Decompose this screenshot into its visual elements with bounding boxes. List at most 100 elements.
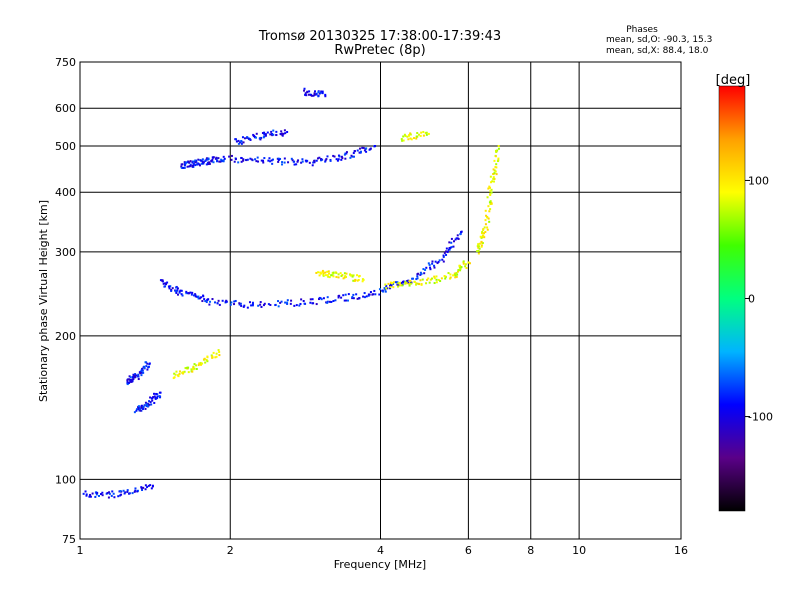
data-point	[129, 380, 132, 383]
data-point	[312, 94, 315, 97]
data-point	[266, 131, 269, 134]
data-point	[268, 157, 271, 160]
data-point	[153, 401, 156, 404]
data-point	[340, 274, 343, 277]
data-point	[135, 374, 138, 377]
data-point	[154, 397, 157, 400]
data-point	[326, 270, 329, 273]
data-point	[159, 391, 162, 394]
data-point	[387, 282, 390, 285]
data-point	[483, 226, 486, 229]
data-point	[277, 300, 280, 303]
data-point	[173, 372, 176, 375]
data-point	[293, 304, 296, 307]
data-point	[148, 403, 151, 406]
data-point	[205, 157, 208, 160]
data-point	[94, 495, 97, 498]
data-point	[230, 154, 233, 157]
data-point	[390, 284, 393, 287]
data-point	[436, 262, 439, 265]
data-point	[126, 490, 129, 493]
data-point	[222, 155, 225, 158]
data-point	[431, 262, 434, 265]
data-point	[253, 134, 256, 137]
data-point	[263, 133, 266, 136]
data-point	[197, 162, 200, 165]
data-point	[300, 161, 303, 164]
data-point	[209, 300, 212, 303]
data-point	[140, 368, 143, 371]
data-point	[367, 293, 370, 296]
data-point	[447, 272, 450, 275]
data-point	[214, 301, 217, 304]
data-point	[324, 274, 327, 277]
data-point	[317, 271, 320, 274]
data-point	[350, 274, 353, 277]
data-point	[205, 301, 208, 304]
data-point	[487, 205, 490, 208]
data-point	[193, 363, 196, 366]
data-point	[407, 281, 410, 284]
data-point	[330, 274, 333, 277]
data-point	[483, 236, 486, 239]
data-point	[486, 226, 489, 229]
stats-heading: Phases	[626, 25, 658, 35]
data-point	[433, 282, 436, 285]
data-point	[449, 273, 452, 276]
data-point	[425, 133, 428, 136]
data-point	[201, 300, 204, 303]
data-point	[356, 274, 359, 277]
data-point	[257, 304, 260, 307]
data-point	[444, 277, 447, 280]
data-point	[455, 275, 458, 278]
data-point	[452, 240, 455, 243]
data-point	[308, 90, 311, 93]
data-point	[222, 159, 225, 162]
data-point	[142, 371, 145, 374]
data-point	[204, 361, 207, 364]
data-point	[318, 274, 321, 277]
data-point	[386, 287, 389, 290]
data-point	[484, 209, 487, 212]
data-point	[277, 305, 280, 308]
data-point	[433, 264, 436, 267]
y-tick-label: 100	[55, 473, 76, 486]
data-point	[149, 401, 152, 404]
data-point	[326, 274, 329, 277]
data-point	[190, 293, 193, 296]
data-point	[304, 159, 307, 162]
colorbar	[718, 85, 746, 512]
data-point	[159, 279, 162, 282]
data-point	[489, 186, 492, 189]
data-point	[201, 362, 204, 365]
data-point	[194, 293, 197, 296]
data-point	[408, 282, 411, 285]
data-point	[146, 362, 149, 365]
data-point	[489, 190, 492, 193]
data-point	[446, 251, 449, 254]
data-point	[150, 403, 153, 406]
data-point	[356, 279, 359, 282]
data-point	[328, 276, 331, 279]
data-point	[415, 282, 418, 285]
data-point	[225, 300, 228, 303]
data-point	[274, 304, 277, 307]
data-point	[308, 161, 311, 164]
data-point	[126, 379, 129, 382]
data-point	[202, 162, 205, 165]
data-point	[248, 301, 251, 304]
data-point	[135, 408, 138, 411]
data-point	[347, 293, 350, 296]
data-point	[462, 260, 465, 263]
data-point	[415, 135, 418, 138]
data-point	[150, 487, 153, 490]
data-point	[305, 94, 308, 97]
data-point	[180, 293, 183, 296]
data-point	[183, 161, 186, 164]
data-point	[151, 484, 154, 487]
data-point	[332, 271, 335, 274]
data-point	[459, 267, 462, 270]
stats-o: mean, sd,O: -90.3, 15.3	[606, 35, 712, 45]
data-point	[240, 142, 243, 145]
data-point	[324, 93, 327, 96]
